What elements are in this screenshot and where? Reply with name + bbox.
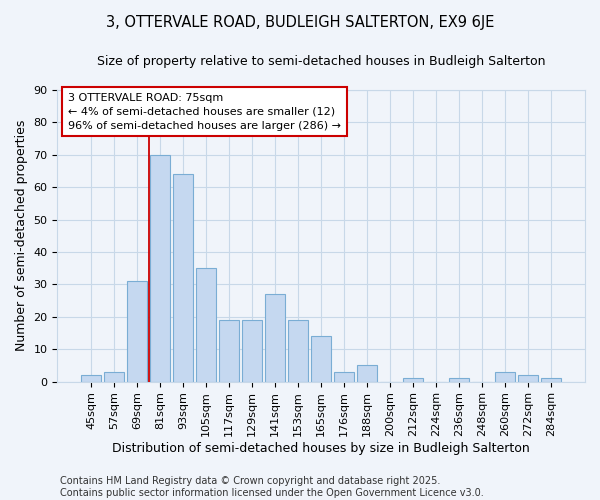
Bar	[403, 378, 423, 382]
Title: Size of property relative to semi-detached houses in Budleigh Salterton: Size of property relative to semi-detach…	[97, 55, 545, 68]
Bar	[289, 320, 308, 382]
Bar	[173, 174, 193, 382]
Bar	[541, 378, 561, 382]
Bar	[127, 281, 147, 382]
Text: 3 OTTERVALE ROAD: 75sqm
← 4% of semi-detached houses are smaller (12)
96% of sem: 3 OTTERVALE ROAD: 75sqm ← 4% of semi-det…	[68, 93, 341, 131]
Bar	[104, 372, 124, 382]
Bar	[518, 375, 538, 382]
Bar	[358, 366, 377, 382]
Bar	[449, 378, 469, 382]
Bar	[220, 320, 239, 382]
Bar	[311, 336, 331, 382]
Bar	[242, 320, 262, 382]
Bar	[82, 375, 101, 382]
X-axis label: Distribution of semi-detached houses by size in Budleigh Salterton: Distribution of semi-detached houses by …	[112, 442, 530, 455]
Bar	[496, 372, 515, 382]
Bar	[151, 155, 170, 382]
Bar	[334, 372, 354, 382]
Text: 3, OTTERVALE ROAD, BUDLEIGH SALTERTON, EX9 6JE: 3, OTTERVALE ROAD, BUDLEIGH SALTERTON, E…	[106, 15, 494, 30]
Bar	[196, 268, 216, 382]
Y-axis label: Number of semi-detached properties: Number of semi-detached properties	[15, 120, 28, 352]
Bar	[265, 294, 285, 382]
Text: Contains HM Land Registry data © Crown copyright and database right 2025.
Contai: Contains HM Land Registry data © Crown c…	[60, 476, 484, 498]
